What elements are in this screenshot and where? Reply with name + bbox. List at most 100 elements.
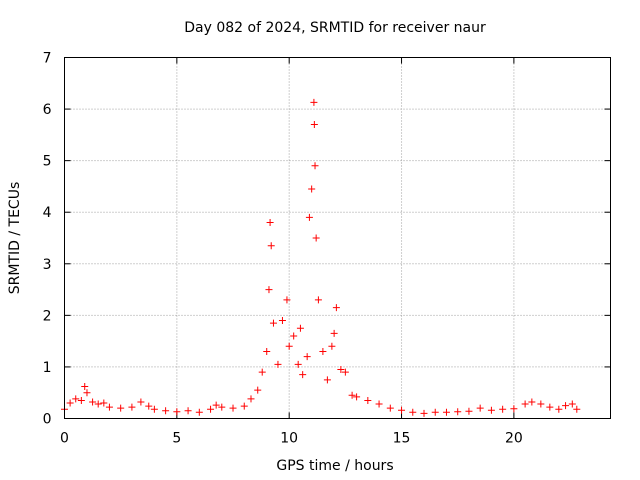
data-point [207, 405, 215, 413]
data-point [568, 400, 576, 408]
data-point [77, 396, 85, 404]
data-point [398, 406, 406, 414]
data-point [195, 408, 203, 416]
data-point [285, 342, 293, 350]
data-point [555, 405, 563, 413]
data-point [386, 404, 394, 412]
data-point [319, 347, 327, 355]
data-point [375, 400, 383, 408]
data-point [332, 304, 340, 312]
data-point [150, 405, 158, 413]
data-point [308, 185, 316, 193]
y-axis-label: SRMTID / TECUs [7, 182, 23, 295]
data-point [353, 393, 361, 401]
data-point [162, 407, 170, 415]
data-point [294, 360, 302, 368]
data-point [431, 408, 439, 416]
data-point [510, 405, 518, 413]
data-point [94, 400, 102, 408]
data-point [337, 366, 345, 374]
data-point [537, 400, 545, 408]
chart-title: Day 082 of 2024, SRMTID for receiver nau… [184, 20, 486, 36]
data-point [266, 219, 274, 227]
data-point [100, 399, 108, 407]
data-point [137, 398, 145, 406]
y-tick-label: 5 [43, 154, 52, 170]
data-point [184, 407, 192, 415]
data-point [296, 324, 304, 332]
x-tick-label: 0 [60, 431, 69, 447]
data-point [328, 342, 336, 350]
data-point [310, 98, 318, 106]
data-point [303, 353, 311, 361]
data-point [420, 409, 428, 417]
data-point [229, 404, 237, 412]
data-point [305, 213, 313, 221]
data-point [81, 383, 89, 391]
data-point [454, 408, 462, 416]
data-points [61, 98, 581, 417]
data-point [269, 319, 277, 327]
y-tick-label: 3 [43, 257, 52, 273]
data-point [409, 408, 417, 416]
data-point [278, 317, 286, 325]
data-point [254, 386, 262, 394]
data-point [240, 402, 248, 410]
y-tick-label: 0 [43, 412, 52, 428]
axis-ticks [64, 57, 611, 419]
x-axis-label: GPS time / hours [276, 458, 393, 474]
data-point [173, 408, 181, 416]
data-point [128, 403, 136, 411]
data-point [465, 407, 473, 415]
data-point [487, 406, 495, 414]
data-point [528, 398, 536, 406]
data-point [247, 395, 255, 403]
data-point [299, 371, 307, 379]
data-point [212, 401, 220, 409]
data-point [265, 286, 273, 294]
data-point [312, 234, 320, 242]
data-point [267, 242, 275, 250]
data-point [258, 368, 266, 376]
data-point [364, 396, 372, 404]
data-point [311, 162, 319, 170]
data-point [117, 404, 125, 412]
data-point [330, 329, 338, 337]
x-tick-label: 15 [393, 431, 411, 447]
data-point [218, 403, 226, 411]
data-point [573, 405, 581, 413]
data-point [323, 376, 331, 384]
y-tick-label: 2 [43, 308, 52, 324]
plot-frame [64, 57, 611, 419]
data-point [314, 296, 322, 304]
data-point [72, 395, 80, 403]
tick-labels: 0 5 10 15 20 0 1 2 3 4 5 6 7 [43, 51, 523, 447]
grid-lines [64, 57, 611, 419]
y-tick-label: 4 [43, 205, 52, 221]
data-point [442, 408, 450, 416]
data-point [283, 296, 291, 304]
data-point [274, 360, 282, 368]
data-point [310, 121, 318, 129]
data-point [499, 405, 507, 413]
y-tick-label: 1 [43, 360, 52, 376]
data-point [105, 403, 113, 411]
data-point [562, 402, 570, 410]
y-tick-label: 6 [43, 102, 52, 118]
data-point [89, 398, 97, 406]
x-tick-label: 10 [280, 431, 298, 447]
data-point [290, 332, 298, 340]
data-point [66, 399, 74, 407]
data-point [521, 400, 529, 408]
data-point [263, 347, 271, 355]
data-point [145, 402, 153, 410]
data-point [546, 403, 554, 411]
data-point [476, 404, 484, 412]
x-tick-label: 20 [505, 431, 523, 447]
data-point [341, 368, 349, 376]
data-point [83, 389, 91, 397]
y-tick-label: 7 [43, 51, 52, 67]
x-tick-label: 5 [172, 431, 181, 447]
data-point [348, 391, 356, 399]
